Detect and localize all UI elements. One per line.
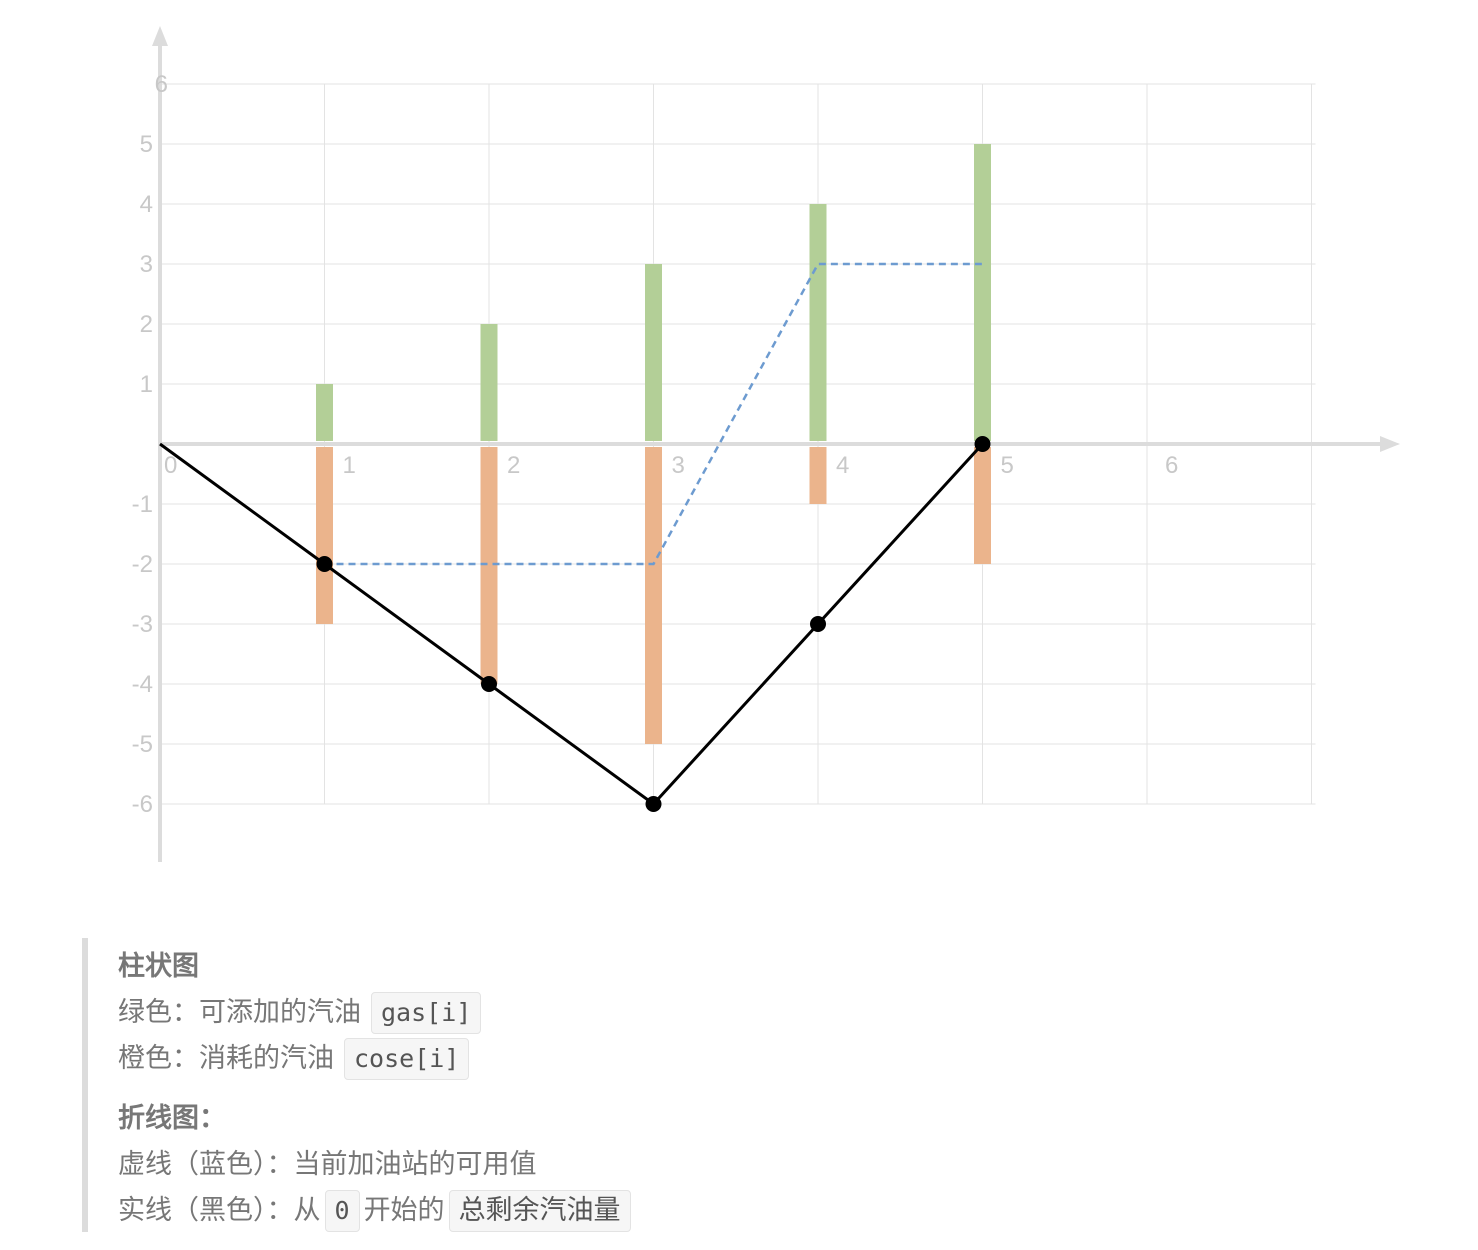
gas-station-chart: 0 1 2 3 4 5 6 1 2 3 4 5 6 -1 -2 -3 -4 -5 -6	[132, 26, 1400, 862]
cost-bar	[645, 447, 662, 744]
y-tick-label: 4	[140, 191, 153, 218]
gas-bar	[645, 264, 662, 441]
dashed-legend-row: 虚线（蓝色）：当前加油站的可用值	[118, 1142, 722, 1188]
gas-bar	[809, 204, 827, 441]
x-tick-label: 3	[672, 452, 685, 479]
y-tick-label: -2	[132, 551, 153, 578]
tick-labels: 0 1 2 3 4 5 6 1 2 3 4 5 6 -1 -2 -3 -4 -5 -6	[132, 71, 1179, 818]
cost-bar	[480, 447, 498, 684]
orange-legend-label: 橙色：消耗的汽油	[118, 1043, 334, 1074]
gas-bar	[974, 144, 991, 441]
solid-legend-mid: 开始的	[363, 1195, 445, 1226]
gas-code: gas[i]	[371, 992, 482, 1034]
solid-legend-label: 实线（黑色）：从	[118, 1195, 321, 1226]
total-point	[481, 676, 497, 692]
x-tick-label: 5	[1001, 452, 1014, 479]
zero-code: 0	[324, 1190, 360, 1232]
x-axis-arrow	[1380, 436, 1400, 452]
bar-chart-title: 柱状图	[118, 951, 199, 982]
y-tick-label: 6	[155, 71, 168, 98]
green-legend-label: 绿色：可添加的汽油	[118, 997, 361, 1028]
y-tick-label: -5	[132, 731, 153, 758]
cost-bar	[316, 447, 333, 624]
line-chart-title: 折线图：	[118, 1103, 226, 1134]
cost-code: cose[i]	[344, 1038, 470, 1080]
solid-legend-row: 实线（黑色）：从 0 开始的 总剩余汽油量	[118, 1188, 722, 1234]
y-tick-label: 2	[140, 311, 153, 338]
total-point	[316, 556, 333, 572]
y-tick-label: 5	[140, 131, 153, 158]
total-point	[974, 436, 991, 452]
x-tick-label: 1	[343, 452, 356, 479]
total-solid-line	[159, 442, 984, 807]
total-point	[810, 616, 826, 632]
x-tick-label: 0	[164, 452, 177, 479]
x-tick-label: 4	[836, 452, 849, 479]
orange-legend-row: 橙色：消耗的汽油 cose[i]	[118, 1036, 722, 1082]
y-tick-label: 3	[140, 251, 153, 278]
total-remaining-code: 总剩余汽油量	[448, 1190, 631, 1232]
y-tick-label: -6	[132, 791, 153, 818]
bars	[316, 144, 991, 744]
cost-bar	[974, 447, 991, 564]
y-axis-arrow	[152, 26, 168, 46]
lines	[159, 262, 991, 812]
axes	[152, 26, 1400, 862]
legend-blockquote: 柱状图 绿色：可添加的汽油 gas[i] 橙色：消耗的汽油 cose[i] 折线图：…	[82, 938, 722, 1232]
y-tick-label: -4	[132, 671, 153, 698]
y-tick-label: -1	[132, 491, 153, 518]
cost-bar	[809, 447, 827, 504]
x-tick-label: 2	[507, 452, 520, 479]
green-legend-row: 绿色：可添加的汽油 gas[i]	[118, 990, 722, 1036]
dashed-legend-label: 虚线（蓝色）：当前加油站的可用值	[118, 1149, 537, 1180]
total-point	[645, 796, 662, 812]
y-tick-label: 1	[140, 371, 153, 398]
gas-bar	[316, 384, 333, 441]
y-tick-label: -3	[132, 611, 153, 638]
x-tick-label: 6	[1165, 452, 1178, 479]
gas-bar	[480, 324, 498, 441]
